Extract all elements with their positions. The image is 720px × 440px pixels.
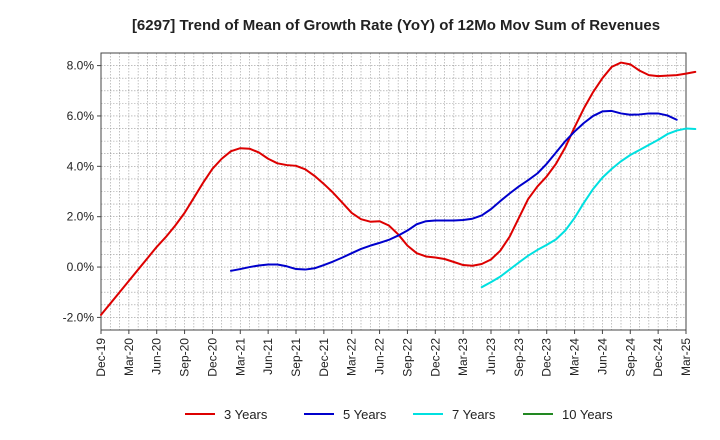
x-tick-label: Mar-24 — [568, 338, 582, 376]
y-tick-label: 2.0% — [67, 210, 95, 224]
x-tick-label: Dec-22 — [428, 338, 442, 377]
y-tick-labels: -2.0% 0.0% 2.0% 4.0% 6.0% 8.0% — [63, 59, 95, 325]
x-tick-label: Jun-23 — [484, 338, 498, 375]
plot-border — [100, 52, 687, 331]
x-tick-label: Sep-23 — [512, 338, 526, 377]
series-lines — [100, 61, 697, 316]
x-tick-label: Jun-20 — [150, 338, 164, 375]
y-tick-label: 8.0% — [67, 59, 95, 73]
x-tick-label: Mar-21 — [233, 338, 247, 376]
x-tick-label: Sep-24 — [623, 338, 637, 377]
x-tick-label: Dec-23 — [540, 338, 554, 377]
grid — [101, 53, 686, 330]
x-tick-label: Mar-20 — [122, 338, 136, 376]
x-tick-label: Sep-21 — [289, 338, 303, 377]
x-tick-label: Mar-22 — [345, 338, 359, 376]
legend-label: 3 Years — [224, 407, 268, 422]
series-line-5-years — [230, 109, 678, 272]
x-tick-labels: Dec-19 Mar-20 Jun-20 Sep-20 Dec-20 Mar-21 Jun-… — [94, 338, 693, 377]
series-line-7-years — [480, 127, 697, 289]
x-tick-label: Jun-24 — [595, 338, 609, 375]
y-tick-label: 4.0% — [67, 159, 95, 173]
legend-label: 5 Years — [343, 407, 387, 422]
x-tick-label: Dec-21 — [317, 338, 331, 377]
x-tick-label: Sep-22 — [400, 338, 414, 377]
x-tick-label: Sep-20 — [178, 338, 192, 377]
x-tick-label: Jun-22 — [373, 338, 387, 375]
x-tick-label: Mar-23 — [456, 338, 470, 376]
chart-title: [6297] Trend of Mean of Growth Rate (YoY… — [132, 17, 660, 34]
x-tick-label: Jun-21 — [261, 338, 275, 375]
x-tick-label: Dec-19 — [94, 338, 108, 377]
y-tick-label: 6.0% — [67, 109, 95, 123]
x-tick-label: Dec-24 — [651, 338, 665, 377]
y-tick-label: 0.0% — [67, 260, 95, 274]
legend-label: 7 Years — [452, 407, 496, 422]
y-tick-label: -2.0% — [63, 310, 95, 324]
x-tick-label: Mar-25 — [679, 338, 693, 376]
axes — [97, 52, 687, 334]
legend: 3 Years 5 Years 7 Years 10 Years — [185, 407, 613, 422]
series-line-3-years — [100, 61, 697, 316]
legend-label: 10 Years — [562, 407, 613, 422]
x-tick-label: Dec-20 — [205, 338, 219, 377]
